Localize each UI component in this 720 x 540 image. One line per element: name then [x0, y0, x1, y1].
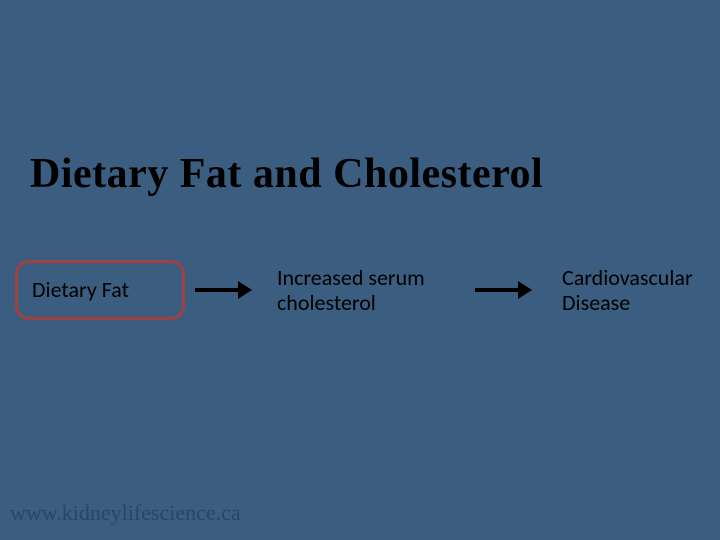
- flow-node-dietary-fat: Dietary Fat: [15, 260, 185, 320]
- arrow-head-icon: [238, 281, 252, 299]
- arrow-head-icon: [518, 281, 532, 299]
- flow-node-cardiovascular-disease: Cardiovascular Disease: [545, 260, 720, 320]
- arrow-shaft: [195, 288, 238, 292]
- flow-node-increased-serum-cholesterol: Increased serum cholesterol: [260, 260, 460, 320]
- footer-url: www.kidneylifescience.ca: [10, 500, 241, 526]
- arrow-shaft: [475, 288, 518, 292]
- flow-node-label: Cardiovascular Disease: [562, 265, 703, 316]
- slide-title: Dietary Fat and Cholesterol: [30, 150, 543, 198]
- flow-node-label: Dietary Fat: [32, 277, 129, 302]
- flow-node-label: Increased serum cholesterol: [277, 265, 443, 316]
